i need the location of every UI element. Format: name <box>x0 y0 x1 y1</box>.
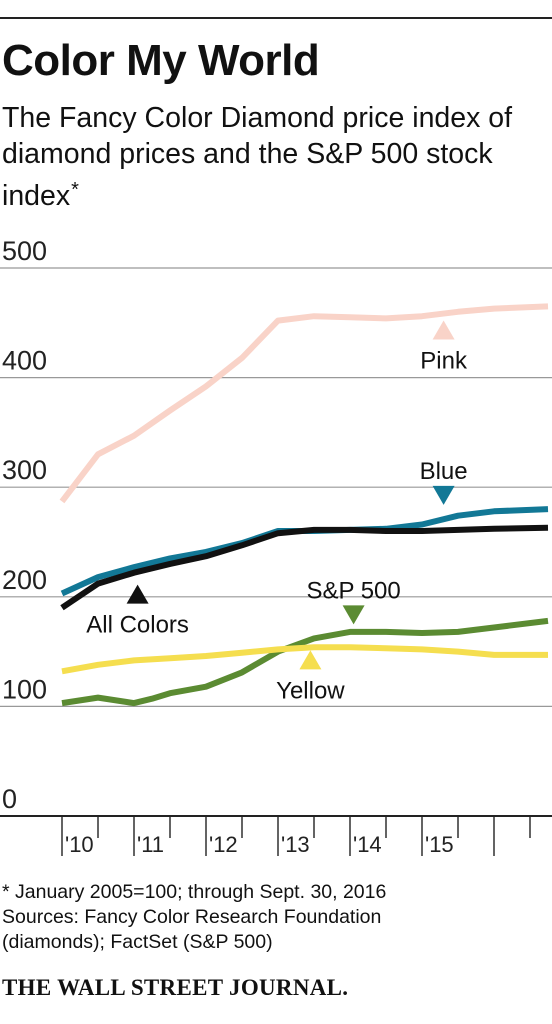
series-line-yellow <box>61 644 548 675</box>
series-line-pink <box>59 303 549 504</box>
footnote: * January 2005=100; through Sept. 30, 20… <box>2 880 550 955</box>
series-line-all-colors <box>60 524 549 611</box>
y-tick-label-0: 0 <box>2 784 17 814</box>
series-line-blue <box>60 506 549 597</box>
subtitle-footnote-marker: * <box>71 179 79 201</box>
series-labels: Pink Blue All Colors S&P 500 Yellow <box>86 320 468 704</box>
series-label-yellow: Yellow <box>276 677 345 704</box>
y-tick-label-500: 500 <box>2 236 47 266</box>
label-marker-blue <box>432 485 455 505</box>
x-tick-label: '14 <box>353 832 382 856</box>
series-label-pink: Pink <box>420 347 468 374</box>
x-tick-label: '15 <box>425 832 454 856</box>
publisher-masthead: THE WALL STREET JOURNAL. <box>2 975 349 1000</box>
line-chart: 0 100 200 300 400 500 '10 '11 '12 '13 '14 '15 Pink… <box>0 236 552 856</box>
series-lines <box>59 303 549 707</box>
x-axis: '10 '11 '12 '13 '14 '15 <box>61 816 531 856</box>
chart-subtitle: The Fancy Color Diamond price index of d… <box>2 100 550 214</box>
top-rule <box>0 17 552 19</box>
y-tick-label-200: 200 <box>2 565 47 595</box>
y-tick-label-300: 300 <box>2 455 47 485</box>
x-tick-label: '12 <box>209 832 238 856</box>
label-marker-s-p-500 <box>342 605 365 625</box>
x-tick-label: '11 <box>137 832 164 856</box>
label-marker-yellow <box>299 650 322 670</box>
gridlines: 0 100 200 300 400 500 <box>0 236 552 817</box>
chart-title: Color My World <box>2 36 320 85</box>
x-tick-label: '10 <box>65 832 94 856</box>
x-tick-label: '13 <box>281 832 310 856</box>
label-marker-all-colors <box>126 584 149 604</box>
subtitle-text: The Fancy Color Diamond price index of d… <box>2 102 513 212</box>
footnote-sources: Sources: Fancy Color Research Foundation <box>2 906 382 928</box>
y-tick-label-400: 400 <box>2 346 47 376</box>
series-label-all-colors: All Colors <box>86 612 189 639</box>
series-label-blue: Blue <box>420 458 468 485</box>
footnote-note: * January 2005=100; through Sept. 30, 20… <box>2 881 387 903</box>
series-label-s-p-500: S&P 500 <box>306 577 400 604</box>
y-tick-label-100: 100 <box>2 674 47 704</box>
label-marker-pink <box>432 320 455 340</box>
footnote-sources-cont: (diamonds); FactSet (S&P 500) <box>2 931 273 953</box>
